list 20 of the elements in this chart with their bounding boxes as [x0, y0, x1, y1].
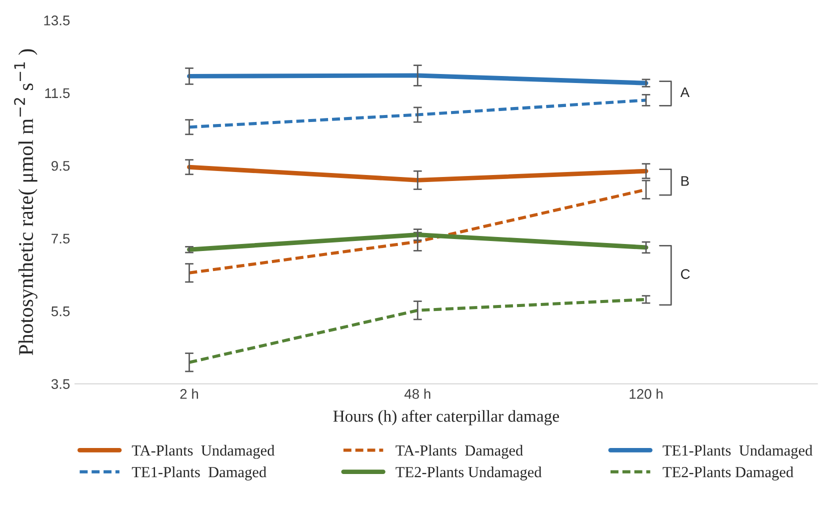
x-axis-title: Hours (h) after caterpillar damage [333, 410, 559, 426]
legend-label: TE2-Plants Damaged [662, 466, 794, 480]
y-axis-title: Photosynthetic rate( μmol m$^{−2}$ s$^{−1}$ ) [14, 49, 38, 356]
legend-label: TE1-Plants Damaged [132, 466, 266, 480]
x-tick-label: 48 h [404, 388, 430, 399]
y-tick-label: 13.5 [44, 16, 70, 26]
legend-label: TE1-Plants Undamaged [662, 444, 812, 459]
legend-label: TA-Plants Damaged [396, 444, 523, 459]
x-tick-label: 120 h [630, 388, 663, 399]
legend-label: TE2-Plants Undamaged [396, 466, 542, 480]
annotation: C [680, 269, 690, 279]
annotation: B [681, 176, 689, 186]
y-tick-label: 7.5 [52, 234, 70, 244]
y-tick-label: 3.5 [51, 379, 70, 389]
y-tick-label: 9.5 [52, 160, 70, 171]
y-tick-label: 11.5 [45, 88, 70, 98]
x-tick-label: 2 h [180, 388, 198, 399]
y-tick-label: 5.5 [51, 306, 70, 316]
legend-label: TA-Plants Undamaged [132, 444, 275, 459]
annotation: A [680, 88, 690, 98]
